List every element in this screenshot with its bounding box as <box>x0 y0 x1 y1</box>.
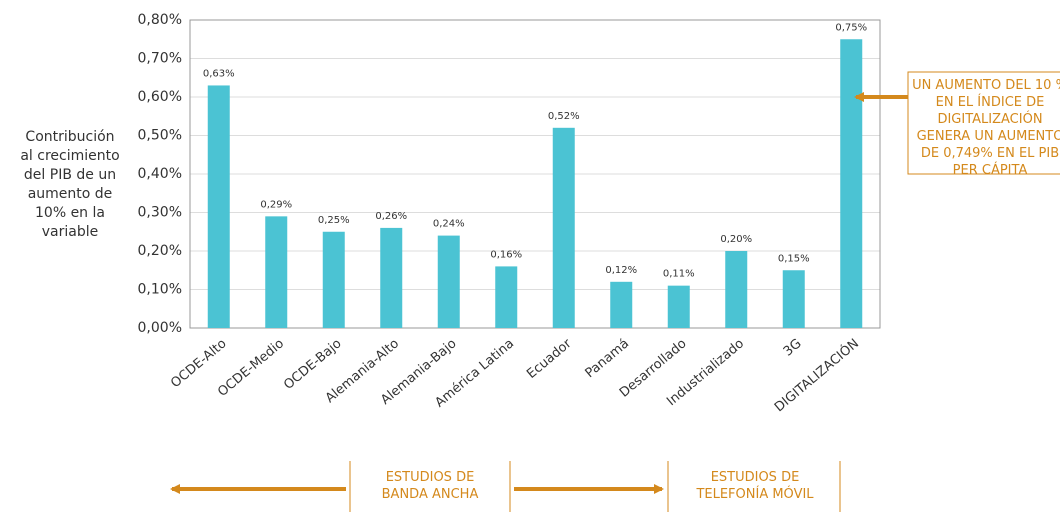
bar <box>207 85 230 328</box>
annotation: UN AUMENTO DEL 10 % EN EL ÍNDICE DE DIGI… <box>912 78 1060 178</box>
y-tick-label: 0,00% <box>138 320 182 336</box>
value-label: 0,75% <box>835 22 867 33</box>
value-label: 0,63% <box>203 68 235 79</box>
plot-frame <box>189 19 881 329</box>
value-label: 0,25% <box>318 215 350 226</box>
value-label: 0,29% <box>260 199 292 210</box>
x-tick-label: Ecuador <box>524 336 575 382</box>
bar <box>265 216 288 328</box>
value-label: 0,16% <box>490 249 522 260</box>
bar <box>610 281 633 328</box>
y-tick-label: 0,30% <box>138 205 182 221</box>
bar <box>380 227 403 328</box>
value-label: 0,11% <box>663 269 695 280</box>
y-tick-label: 0,80% <box>138 12 182 28</box>
value-label: 0,24% <box>433 219 465 230</box>
bar <box>667 285 690 328</box>
y-tick-label: 0,70% <box>138 51 182 67</box>
bar <box>840 39 863 328</box>
y-tick-label: 0,20% <box>138 243 182 259</box>
y-tick-label: 0,10% <box>138 282 182 298</box>
annotation: ESTUDIOS DE BANDA ANCHA <box>381 470 479 502</box>
bar <box>782 270 805 328</box>
y-tick-label: 0,50% <box>138 128 182 144</box>
bar <box>495 266 518 328</box>
value-label: 0,52% <box>548 111 580 122</box>
value-label: 0,15% <box>778 253 810 264</box>
bar <box>552 127 575 328</box>
note-box <box>907 71 1060 175</box>
value-label: 0,20% <box>720 234 752 245</box>
value-label: 0,26% <box>375 211 407 222</box>
bar <box>322 231 345 328</box>
y-tick-label: 0,60% <box>138 89 182 105</box>
annotation: ESTUDIOS DE TELEFONÍA MÓVIL <box>696 470 814 502</box>
bar <box>437 235 460 328</box>
y-tick-label: 0,40% <box>138 166 182 182</box>
x-tick-label: Panamá <box>583 336 633 381</box>
bar <box>725 251 748 328</box>
plot: 0,00% 0,10% 0,20% 0,30% 0,40% 0,50% 0,60% 0,70%… <box>138 12 881 415</box>
y-axis-label: Contribución al crecimiento del PIB de u… <box>20 129 120 240</box>
x-tick-label: 3G <box>781 336 805 359</box>
value-label: 0,12% <box>605 265 637 276</box>
